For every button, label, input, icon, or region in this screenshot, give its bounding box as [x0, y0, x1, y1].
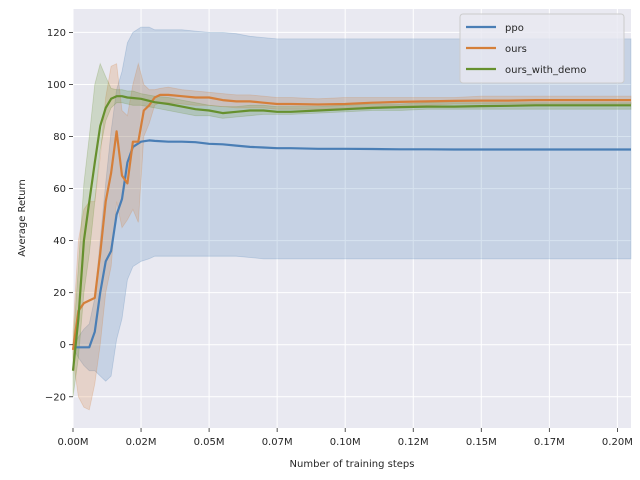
y-tick-label: 20: [53, 288, 66, 299]
x-tick-label: 0.10M: [330, 437, 361, 448]
x-tick-label: 0.12M: [398, 437, 429, 448]
y-tick-label: 80: [53, 132, 66, 143]
x-tick-label: 0.05M: [194, 437, 225, 448]
series-line-ours: [71, 93, 631, 351]
y-tick-label: 100: [47, 80, 66, 91]
x-tick-label: 0.00M: [58, 437, 89, 448]
y-tick-label: 60: [53, 184, 66, 195]
x-tick-label: 0.20M: [602, 437, 633, 448]
series-line-ours-with-demo: [71, 95, 631, 371]
legend: ppo ours ours_with_demo: [459, 13, 625, 84]
legend-box: [459, 13, 625, 84]
legend-label-ours-with-demo: ours_with_demo: [505, 65, 586, 76]
x-axis-ticks: 0.00M 0.02M 0.05M 0.07M 0.10M 0.12M 0.15M 0.17M…: [58, 428, 633, 448]
band-ours: [72, 62, 632, 411]
series-lines: [71, 93, 631, 371]
legend-label-ppo: ppo: [505, 23, 524, 34]
legend-label-ours: ours: [505, 44, 527, 55]
y-axis-ticks: −20 0 20 40 60 80 100 120: [45, 28, 73, 403]
y-tick-label: 0: [60, 340, 66, 351]
y-axis-label: Average Return: [17, 179, 28, 256]
x-tick-label: 0.17M: [534, 437, 565, 448]
y-tick-label: −20: [45, 392, 66, 403]
x-axis-label: Number of training steps: [290, 459, 415, 470]
y-tick-label: 120: [47, 28, 66, 39]
y-tick-label: 40: [53, 236, 66, 247]
x-tick-label: 0.15M: [466, 437, 497, 448]
x-tick-label: 0.07M: [262, 437, 293, 448]
series-line-ppo: [73, 139, 631, 349]
x-tick-label: 0.02M: [126, 437, 157, 448]
